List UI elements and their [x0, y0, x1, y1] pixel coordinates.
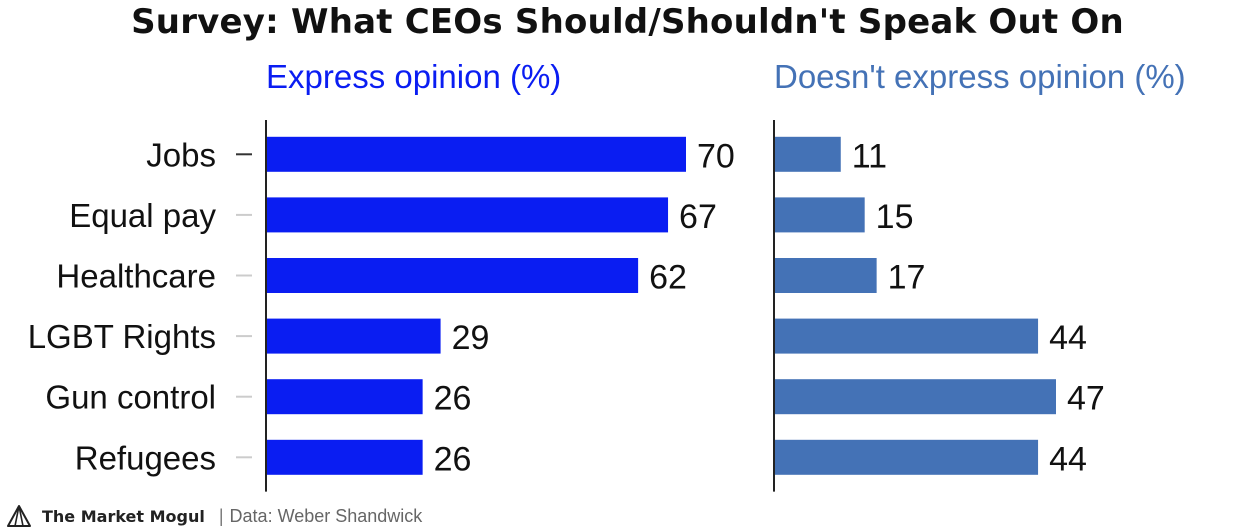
express-value-label: 62: [649, 259, 687, 297]
express-value-label: 70: [697, 137, 735, 175]
footer-separator: |: [218, 505, 224, 526]
not-express-value-label: 47: [1067, 380, 1105, 418]
bar-chart: Jobs Equal pay Healthcare LGBT Rights Gun co…: [28, 120, 1105, 492]
express-bar: [267, 258, 639, 293]
footer: The Market Mogul | Data: Weber Shandwick: [6, 504, 422, 528]
express-bar: [267, 136, 686, 172]
not-express-value-label: 11: [852, 137, 887, 175]
express-value-label: 67: [679, 198, 717, 236]
not-express-bar: [775, 197, 865, 233]
express-bar: [267, 439, 423, 475]
category-label: LGBT Rights: [28, 318, 216, 355]
panel-title-not-express: Doesn't express opinion (%): [774, 58, 1186, 95]
express-bar: [267, 318, 441, 354]
express-value-label: 26: [434, 440, 472, 478]
express-bar: [267, 197, 669, 233]
not-express-bar: [775, 136, 841, 172]
data-source: Data: Weber Shandwick: [229, 505, 423, 526]
category-label: Refugees: [75, 439, 216, 476]
panel-title-express: Express opinion (%): [266, 58, 562, 95]
category-label: Healthcare: [56, 258, 216, 295]
express-value-label: 26: [434, 380, 472, 418]
not-express-bar: [775, 439, 1039, 475]
chart-title: Survey: What CEOs Should/Shouldn't Speak…: [131, 2, 1124, 42]
not-express-bar: [775, 258, 877, 293]
not-express-bar: [775, 318, 1039, 354]
not-express-value-label: 44: [1049, 319, 1087, 357]
express-bar: [267, 379, 423, 415]
category-label: Jobs: [146, 136, 216, 173]
not-express-bar: [775, 379, 1056, 415]
not-express-value-label: 15: [876, 198, 914, 236]
express-value-label: 29: [452, 319, 490, 357]
brand-name: The Market Mogul: [42, 506, 205, 526]
market-mogul-logo-icon: [7, 505, 31, 527]
not-express-value-label: 44: [1049, 440, 1087, 478]
category-label: Equal pay: [69, 197, 216, 234]
not-express-value-label: 17: [888, 259, 926, 297]
category-label: Gun control: [45, 379, 216, 416]
